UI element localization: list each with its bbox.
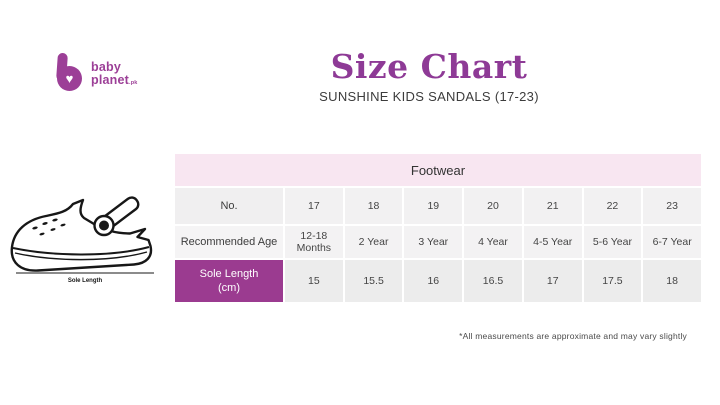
size-no-cell: 19: [404, 188, 463, 224]
age-cell: 2 Year: [344, 226, 403, 258]
brand-name: baby planet.pk: [91, 60, 138, 88]
page-title: Size Chart: [330, 47, 528, 86]
sole-length-cell: 16.5: [464, 260, 522, 302]
sole-length-cell: 17.5: [583, 260, 642, 302]
sole-top-line: [12, 246, 150, 256]
title-block: Size Chart SUNSHINE KIDS SANDALS (17-23): [259, 50, 599, 104]
brand-name-line1: baby: [91, 60, 121, 74]
sole-length-caption: Sole Length: [68, 278, 103, 284]
size-no-cell: 18: [344, 188, 403, 224]
sole-length-cell: 17: [523, 260, 582, 302]
age-cell: 4-5 Year: [523, 226, 582, 258]
sole-inner-line: [14, 251, 148, 261]
size-table: Footwear No. 17 18 19 20 21 22 23 Recomm…: [175, 154, 701, 302]
sandal-illustration: Sole Length: [10, 196, 154, 284]
age-cell: 6-7 Year: [643, 226, 701, 258]
table-header-footwear: Footwear: [175, 154, 701, 186]
age-cell: 4 Year: [464, 226, 522, 258]
sole-length-cell: 16: [404, 260, 463, 302]
sole-length-cell: 15: [285, 260, 343, 302]
brand-logo: ♥ baby planet.pk: [56, 52, 138, 91]
age-cell: 3 Year: [404, 226, 463, 258]
age-cell: 12-18 Months: [285, 226, 343, 258]
age-cell: 5-6 Year: [583, 226, 642, 258]
sole-length-cell: 18: [643, 260, 701, 302]
measurements-footnote: *All measurements are approximate and ma…: [459, 331, 687, 341]
row-label-recommended-age: Recommended Age: [175, 226, 283, 258]
size-no-cell: 21: [523, 188, 582, 224]
logo-b-icon: ♥: [56, 52, 83, 91]
size-no-cell: 17: [285, 188, 343, 224]
heart-icon: ♥: [65, 71, 74, 86]
size-no-cell: 20: [464, 188, 522, 224]
size-no-cell: 23: [643, 188, 701, 224]
brand-name-line2: planet.pk: [91, 73, 138, 88]
vent-holes: [32, 218, 66, 236]
size-no-cell: 22: [583, 188, 642, 224]
row-label-sole-length: Sole Length (cm): [175, 260, 283, 302]
sole-length-cell: 15.5: [344, 260, 403, 302]
brand-suffix: .pk: [129, 80, 138, 87]
strap-rivet: [99, 220, 109, 231]
page-subtitle: SUNSHINE KIDS SANDALS (17-23): [319, 89, 539, 104]
row-label-no: No.: [175, 188, 283, 224]
